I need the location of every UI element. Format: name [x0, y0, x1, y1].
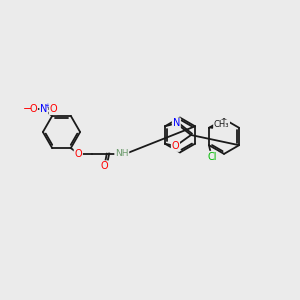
Text: N: N: [172, 118, 180, 128]
Text: +: +: [44, 103, 50, 109]
Text: O: O: [100, 161, 108, 171]
Text: N: N: [40, 104, 47, 114]
Text: Cl: Cl: [207, 152, 217, 162]
Text: CH₃: CH₃: [214, 120, 229, 129]
Text: O: O: [29, 104, 37, 114]
Text: −: −: [22, 104, 32, 114]
Text: O: O: [172, 141, 179, 151]
Text: NH: NH: [115, 149, 129, 158]
Text: O: O: [50, 104, 57, 114]
Text: O: O: [74, 148, 82, 158]
